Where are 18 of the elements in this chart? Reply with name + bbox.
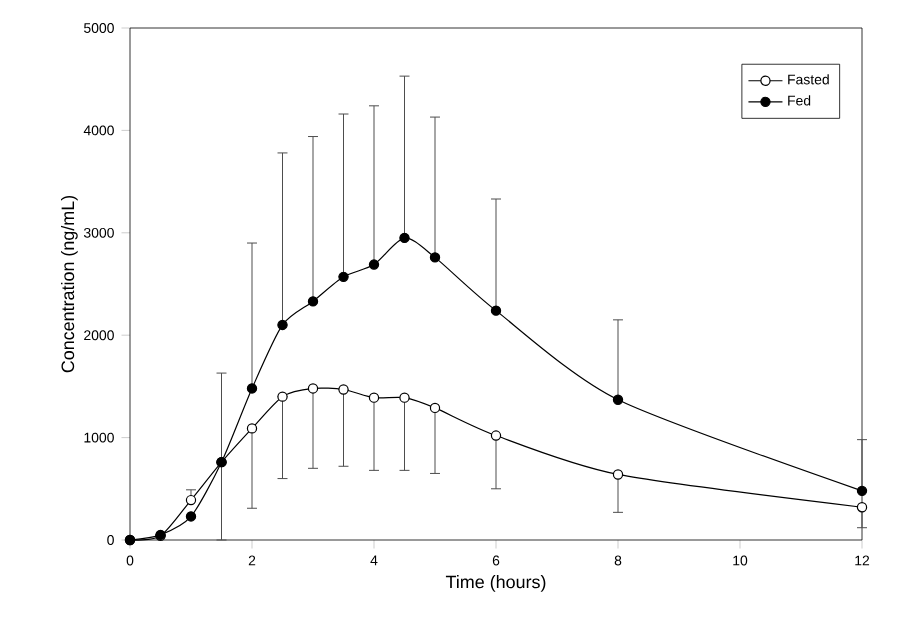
- point: [307, 296, 319, 307]
- point: [856, 485, 868, 497]
- point: [429, 402, 441, 414]
- point: [246, 383, 258, 394]
- point: [185, 511, 197, 522]
- y-axis-title: Concentration (ng/mL): [61, 195, 78, 373]
- point: [246, 423, 258, 434]
- point: [368, 392, 380, 403]
- point: [429, 252, 441, 263]
- point: [490, 430, 502, 441]
- point: [185, 494, 197, 506]
- point: [612, 469, 624, 480]
- point: [490, 305, 502, 316]
- point: [856, 502, 868, 513]
- x-axis-title: Time (hours): [445, 575, 546, 592]
- point: [368, 259, 380, 270]
- point: [307, 383, 319, 394]
- point: [612, 394, 624, 405]
